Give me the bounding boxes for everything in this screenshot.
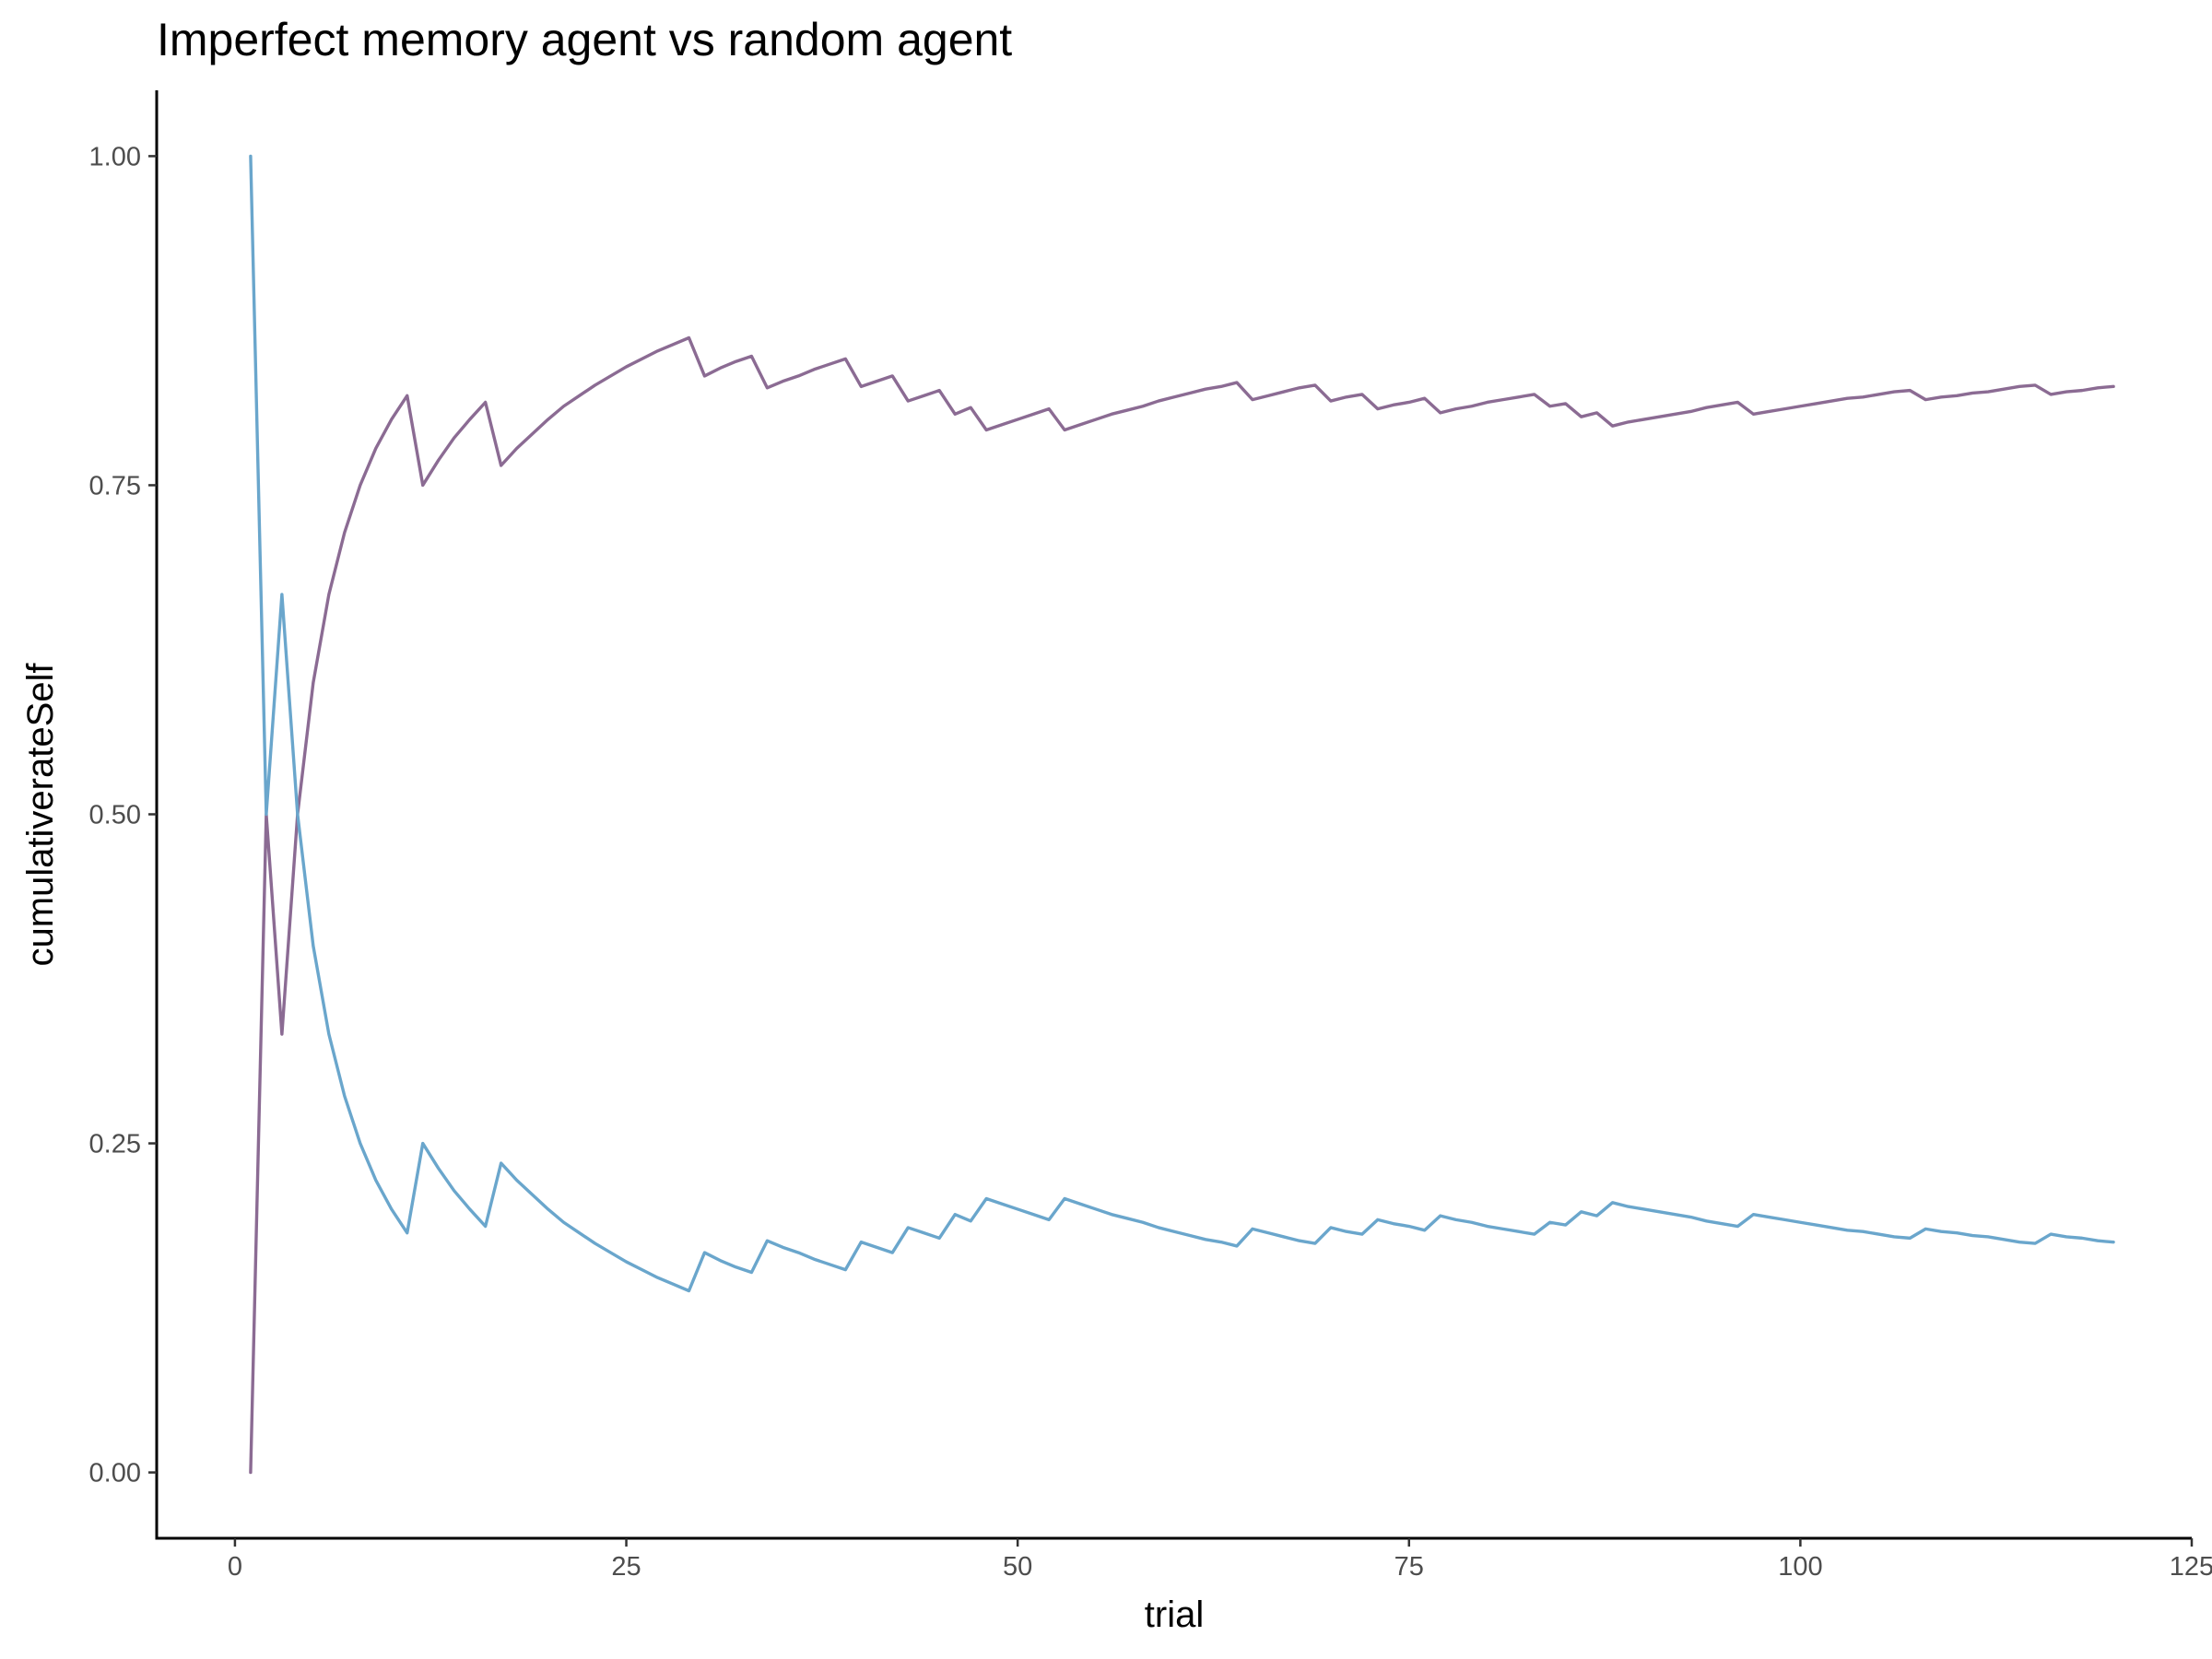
y-axis-title: cumulativerateSelf	[20, 663, 61, 967]
x-tick-label: 50	[1003, 1552, 1032, 1582]
y-tick-label: 0.25	[89, 1130, 141, 1159]
x-tick-label: 75	[1394, 1552, 1424, 1582]
y-tick-label: 1.00	[89, 142, 141, 171]
series-layer	[249, 154, 2115, 1475]
y-tick-label: 0.75	[89, 471, 141, 500]
x-axis-ticks: 0 25 50 75 100 125	[228, 1538, 2212, 1582]
y-axis-ticks: 0.00 0.25 0.50 0.75 1.00	[89, 142, 157, 1488]
x-tick-label: 25	[611, 1552, 641, 1582]
x-tick-label: 100	[1778, 1552, 1822, 1582]
series-line-2	[249, 154, 2115, 1293]
chart-title: Imperfect memory agent vs random agent	[157, 14, 1012, 65]
y-tick-label: 0.00	[89, 1459, 141, 1488]
y-tick-label: 0.50	[89, 801, 141, 830]
x-tick-label: 0	[228, 1552, 242, 1582]
x-tick-label: 125	[2170, 1552, 2212, 1582]
x-axis-title: trial	[1145, 1594, 1204, 1635]
series-line-1	[249, 335, 2115, 1475]
